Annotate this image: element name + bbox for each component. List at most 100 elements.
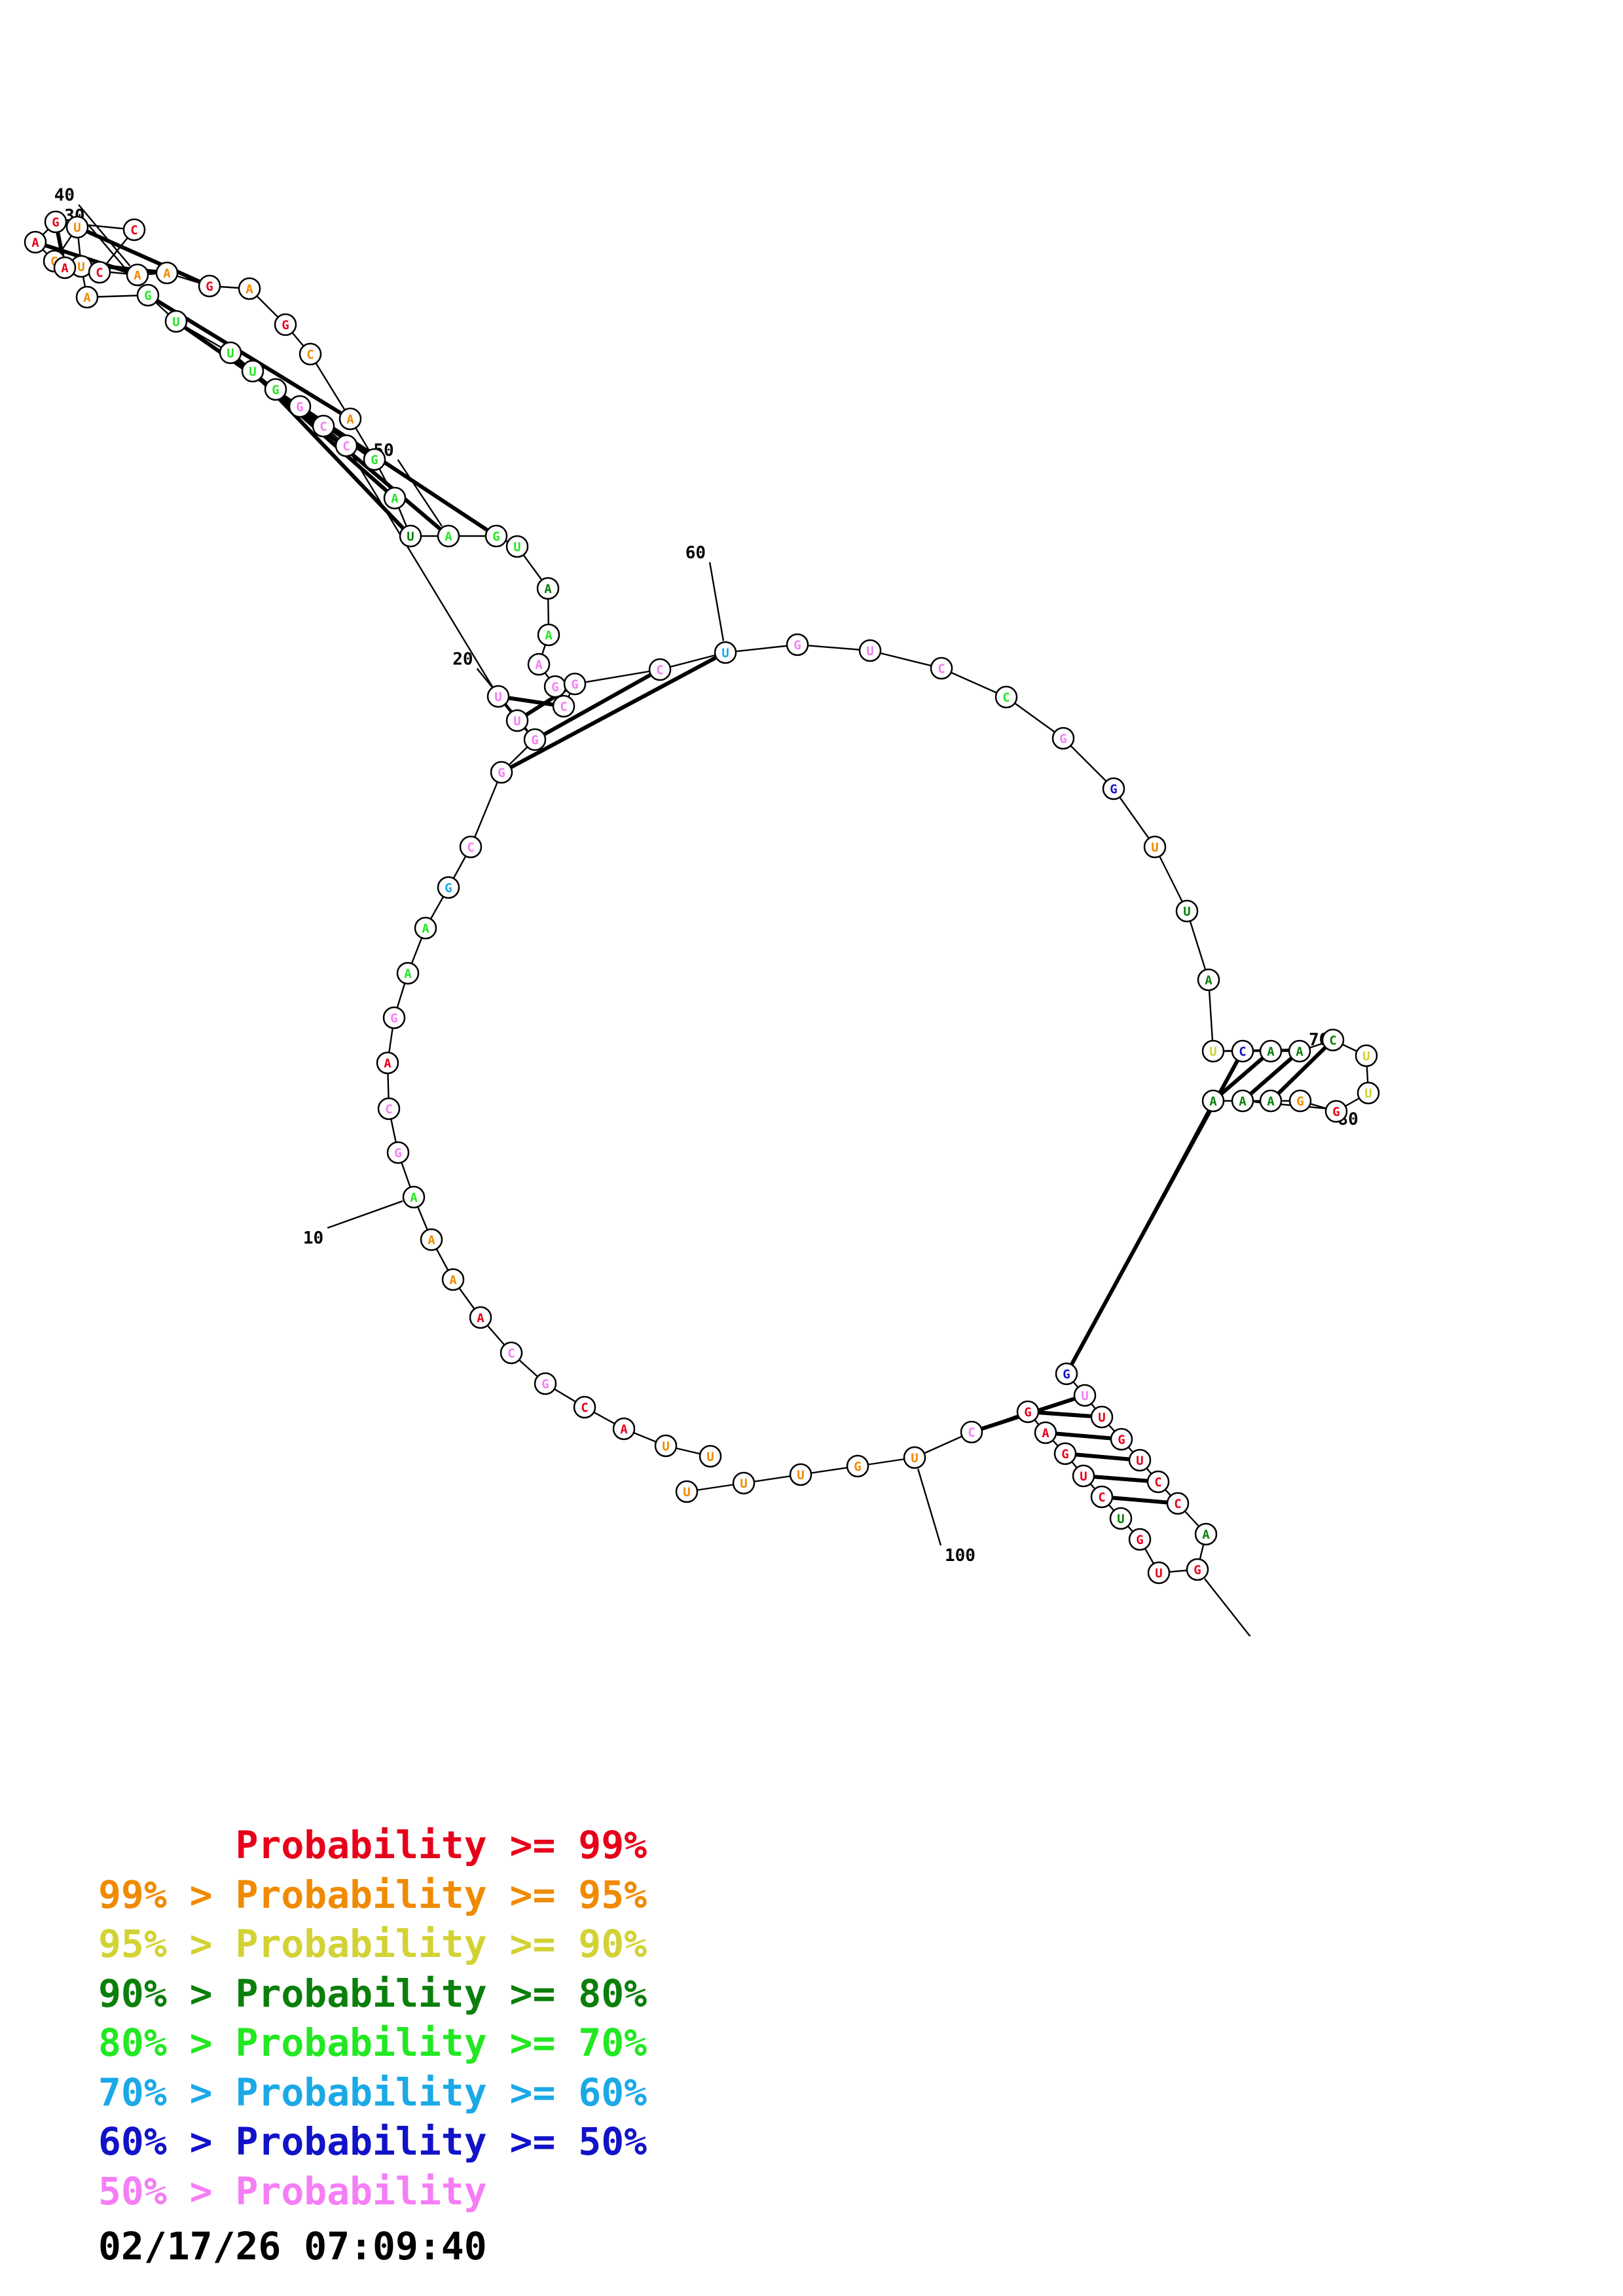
- index-tick: [397, 459, 443, 527]
- nucleotide: G: [363, 448, 386, 471]
- nucleotide-letter: A: [410, 1191, 418, 1205]
- nucleotide-circle: [648, 658, 672, 681]
- nucleotide: A: [383, 486, 407, 510]
- nucleotide: G: [1324, 1100, 1348, 1123]
- nucleotide-letter: G: [50, 255, 58, 269]
- nucleotide-letter: A: [1209, 1094, 1217, 1109]
- nucleotide: G: [44, 210, 67, 234]
- nucleotide-letter: C: [1239, 1045, 1246, 1059]
- nucleotide-circle: [288, 395, 312, 418]
- nucleotide: U: [654, 1434, 678, 1458]
- nucleotide-circle: [846, 1454, 869, 1478]
- nucleotide-letter: C: [938, 662, 945, 676]
- nucleotide-circle: [164, 310, 188, 333]
- base-pair-line: [86, 230, 200, 283]
- nucleotide-letter: G: [793, 638, 801, 653]
- nucleotide: U: [1143, 835, 1167, 859]
- nucleotide-letter: G: [371, 453, 378, 467]
- nucleotide: G: [534, 1372, 557, 1395]
- index-tick: [917, 1468, 942, 1546]
- nucleotide-circle: [383, 486, 407, 510]
- nucleotide-letter: U: [172, 315, 179, 329]
- nucleotide-circle: [930, 656, 953, 680]
- nucleotide-letter: U: [1136, 1454, 1143, 1468]
- nucleotide-letter: A: [391, 492, 399, 506]
- nucleotide-letter: U: [797, 1468, 804, 1482]
- nucleotide-circle: [858, 639, 882, 662]
- nucleotide-circle: [1175, 899, 1199, 923]
- nucleotide-circle: [1090, 1405, 1114, 1429]
- nucleotide-circle: [490, 761, 513, 784]
- nucleotide-circle: [675, 1480, 699, 1503]
- nucleotide-circle: [563, 672, 587, 696]
- nucleotide: U: [732, 1471, 756, 1495]
- nucleotide: U: [903, 1446, 926, 1469]
- nucleotide-circle: [1201, 1039, 1225, 1063]
- nucleotide: G: [136, 283, 160, 307]
- nucleotide-letter: C: [130, 223, 137, 238]
- base-pair-line: [1056, 1431, 1111, 1441]
- nucleotide-circle: [786, 633, 809, 656]
- nucleotide-letter: G: [498, 766, 505, 780]
- index-label: 10: [303, 1229, 323, 1248]
- nucleotide: A: [537, 623, 560, 647]
- nucleotide-letter: A: [83, 291, 91, 305]
- nucleotide: G: [386, 1141, 410, 1164]
- nucleotide-letter: U: [1151, 840, 1158, 855]
- nucleotide: G: [563, 672, 587, 696]
- base-pair-line: [156, 299, 342, 415]
- nucleotide: A: [437, 524, 460, 548]
- nucleotide-circle: [24, 230, 47, 254]
- nucleotide-circle: [1197, 968, 1220, 992]
- nucleotide-letter: A: [1205, 973, 1213, 988]
- nucleotide-letter: A: [449, 1273, 457, 1287]
- nucleotide-letter: U: [227, 346, 234, 361]
- nucleotide: G: [1055, 1362, 1078, 1386]
- nucleotide-letter: A: [445, 529, 452, 544]
- nucleotide-letter: G: [394, 1146, 401, 1160]
- nucleotide: U: [1355, 1044, 1378, 1067]
- nucleotide-circle: [536, 577, 560, 600]
- nucleotide-letter: A: [31, 236, 39, 250]
- nucleotide-letter: G: [1194, 1563, 1201, 1577]
- nucleotide-circle: [399, 524, 422, 548]
- nucleotide: A: [1259, 1039, 1283, 1063]
- legend-row: 60% > Probability >= 50%: [98, 2119, 647, 2164]
- nucleotide: A: [24, 230, 47, 254]
- nucleotide: G: [437, 876, 460, 899]
- nucleotide-letter: U: [1155, 1566, 1162, 1581]
- nucleotide: C: [312, 414, 335, 438]
- nucleotide-circle: [1324, 1100, 1348, 1123]
- nucleotide-letter: G: [1118, 1433, 1125, 1447]
- nucleotide-circle: [1201, 1089, 1225, 1113]
- nucleotide-circle: [386, 1141, 410, 1164]
- base-pair-line: [509, 696, 553, 707]
- nucleotide-letter: G: [282, 318, 289, 332]
- nucleotide-circle: [527, 653, 551, 676]
- nucleotide: G: [484, 524, 508, 548]
- base-pair-line: [308, 410, 488, 532]
- nucleotide-letter: G: [1063, 1367, 1070, 1382]
- nucleotide: U: [1109, 1507, 1133, 1530]
- nucleotide: A: [126, 263, 149, 287]
- nucleotide: U: [399, 524, 422, 548]
- nucleotide-circle: [1231, 1089, 1254, 1113]
- nucleotide: G: [1053, 1442, 1077, 1465]
- nucleotide: A: [469, 1306, 492, 1329]
- nucleotide-letter: A: [422, 922, 429, 936]
- nucleotide: G: [264, 378, 287, 401]
- nucleotide-circle: [1146, 1470, 1170, 1494]
- nucleotide-letter: G: [390, 1011, 397, 1026]
- nucleotide: G: [274, 313, 297, 336]
- nucleotide: U: [505, 709, 529, 732]
- nucleotide-letter: U: [1364, 1086, 1372, 1101]
- backbone-segment: [469, 772, 503, 848]
- nucleotide-letter: G: [52, 215, 59, 230]
- nucleotide-circle: [65, 215, 89, 239]
- nucleotide: U: [164, 310, 188, 333]
- nucleotide-circle: [335, 434, 358, 457]
- nucleotide-letter: G: [492, 529, 500, 544]
- nucleotide-circle: [1143, 835, 1167, 859]
- nucleotide-letter: U: [73, 221, 81, 235]
- nucleotide: A: [536, 577, 560, 600]
